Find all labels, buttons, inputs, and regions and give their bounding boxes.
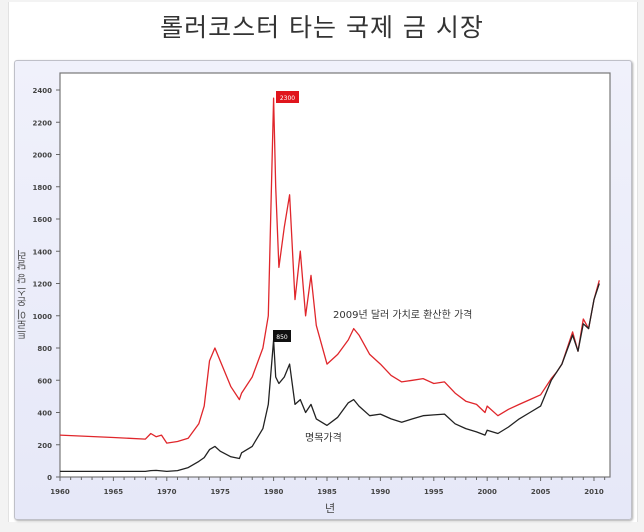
nominal-price-line <box>60 283 600 473</box>
x-tick-label: 2000 <box>477 488 497 496</box>
x-tick-label: 1995 <box>424 488 444 496</box>
y-tick-label: 800 <box>37 345 52 353</box>
y-tick-label: 1400 <box>33 248 53 256</box>
y-tick-label: 600 <box>37 377 52 385</box>
y-tick-label: 1600 <box>33 216 53 224</box>
y-tick-label: 1800 <box>33 184 53 192</box>
x-tick-label: 1975 <box>210 488 230 496</box>
x-tick-label: 1965 <box>104 488 124 496</box>
x-tick-label: 1970 <box>157 488 177 496</box>
x-tick-label: 2010 <box>584 488 604 496</box>
x-tick-label: 1990 <box>371 488 391 496</box>
x-tick-label: 2005 <box>531 488 551 496</box>
svg-text:850: 850 <box>276 334 288 341</box>
real-series-annotation: 2009년 달러 가치로 환산한 가격 <box>333 308 472 321</box>
y-tick-label: 1200 <box>33 281 53 289</box>
y-tick-label: 0 <box>47 474 52 482</box>
svg-text:2300: 2300 <box>280 95 295 102</box>
x-tick-label: 1960 <box>50 488 70 496</box>
real-price-line <box>59 97 600 444</box>
peak-nominal-label <box>273 330 291 342</box>
y-tick-label: 200 <box>37 442 52 450</box>
x-tick-label: 1985 <box>317 488 337 496</box>
y-tick-label: 2000 <box>33 152 53 160</box>
x-tick-label: 1980 <box>264 488 284 496</box>
y-tick-label: 400 <box>37 410 52 418</box>
y-tick-label: 2200 <box>33 119 53 127</box>
y-tick-label: 1000 <box>33 313 53 321</box>
y-axis-label: 트로이 온스 당 달러 <box>18 250 29 340</box>
page-title: 롤러코스터 타는 국제 금 시장 <box>160 13 484 42</box>
x-axis-label: 년 <box>325 502 335 515</box>
peak-real-label <box>276 91 299 103</box>
nominal-series-annotation: 명목가격 <box>305 431 342 444</box>
plot-area <box>59 72 611 478</box>
y-tick-label: 2400 <box>33 87 53 95</box>
